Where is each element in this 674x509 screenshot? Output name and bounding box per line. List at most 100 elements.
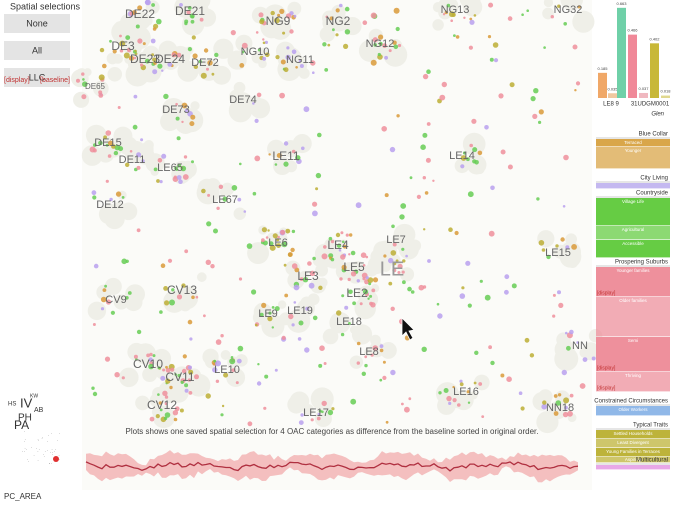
map-dot [341, 240, 345, 244]
map-blob [329, 312, 351, 334]
postcode-label: LE67 [212, 194, 238, 206]
button[interactable] [4, 68, 70, 87]
map-blob [353, 326, 362, 335]
map-blob [566, 256, 579, 269]
map-blob [104, 277, 122, 295]
map-dot [288, 252, 293, 257]
display-link[interactable]: [display] [4, 77, 30, 84]
map-dot [538, 120, 542, 124]
category-bar[interactable] [596, 457, 670, 463]
category-bar[interactable] [596, 406, 670, 416]
subgroup-label: Younger [625, 148, 642, 153]
map-dot [148, 357, 153, 362]
map-dot [274, 368, 278, 372]
category-bar[interactable] [596, 240, 670, 258]
button-label[interactable]: LLC [29, 72, 46, 82]
map-dot [488, 230, 495, 237]
category-bar[interactable] [596, 147, 670, 169]
minimap-glyph: · [50, 450, 51, 455]
map-dot [390, 306, 395, 311]
map-dot [92, 148, 97, 153]
baseline-link[interactable]: [baseline] [40, 77, 70, 84]
map-dot [164, 412, 171, 418]
map-dot [263, 406, 267, 410]
category-bar[interactable] [596, 430, 670, 439]
postcode-label: DE72 [191, 57, 219, 69]
map-dot [562, 205, 566, 208]
map-blob [196, 272, 207, 282]
bar-value: 0.037 [638, 86, 649, 91]
map-dot [112, 49, 117, 54]
map-dot [176, 136, 181, 141]
map-dot [557, 393, 562, 397]
category-bar[interactable] [596, 226, 670, 240]
map-dot [237, 345, 244, 352]
map-dot [181, 368, 187, 374]
map-dot [183, 155, 188, 159]
map-dot [92, 323, 96, 326]
map-blob [364, 348, 373, 357]
category-bar[interactable] [596, 183, 670, 189]
map-blob [83, 68, 92, 77]
postcode-label: LE9 [258, 308, 278, 320]
map-dot [92, 391, 98, 397]
map-dot [169, 299, 175, 306]
map-dot [564, 405, 568, 410]
map-dot [170, 367, 175, 372]
map-dot [317, 412, 321, 416]
map-dot [231, 368, 236, 372]
map-dot [472, 147, 478, 153]
map-dot [160, 263, 166, 269]
category-bar[interactable] [596, 439, 670, 448]
map-dot [258, 12, 264, 18]
category-bar[interactable] [596, 448, 670, 457]
map-dot [198, 59, 202, 64]
map-dot [174, 373, 177, 376]
map-dot [520, 406, 525, 411]
map-dot [484, 294, 491, 301]
display-link[interactable]: [display] [597, 365, 616, 371]
map-dot [187, 6, 192, 10]
map-blob [475, 165, 485, 175]
map-blob [233, 207, 247, 220]
map-blob [142, 367, 158, 383]
category-bar[interactable] [596, 337, 670, 372]
map-dot [135, 24, 140, 29]
category-bar[interactable] [596, 267, 670, 297]
display-link[interactable]: [display] [597, 290, 616, 296]
map-dot [148, 363, 154, 370]
map-dot [140, 63, 144, 67]
map-dot [291, 323, 295, 327]
category-bar[interactable] [596, 198, 670, 226]
category-bar[interactable] [596, 372, 670, 392]
category-bar[interactable] [596, 297, 670, 337]
map-dot [282, 31, 286, 35]
map-dot [280, 229, 286, 235]
button-label[interactable]: All [32, 45, 42, 55]
map-dot [82, 78, 85, 81]
map-dot [543, 46, 546, 49]
map-dot [550, 15, 554, 19]
map-dot [264, 40, 268, 45]
map-dot [189, 121, 195, 127]
map-dot [335, 33, 339, 37]
map-blob [469, 391, 478, 400]
map-dot [176, 52, 182, 58]
map-dot [137, 5, 143, 11]
map-dot [364, 355, 368, 359]
map-dot [155, 414, 160, 419]
category-bar[interactable] [596, 139, 670, 147]
map-dot [446, 395, 452, 402]
button-label[interactable]: None [26, 18, 48, 28]
category-bar[interactable] [596, 465, 670, 470]
map-dot [511, 283, 517, 289]
map-blob [81, 145, 103, 166]
button[interactable] [4, 14, 70, 33]
map-dot [175, 102, 178, 106]
postcode-label: CV12 [147, 398, 177, 412]
button[interactable] [4, 41, 70, 60]
display-link[interactable]: [display] [597, 385, 616, 391]
map-dot [521, 13, 524, 16]
map-dot [160, 375, 166, 381]
map-dot [397, 263, 403, 269]
